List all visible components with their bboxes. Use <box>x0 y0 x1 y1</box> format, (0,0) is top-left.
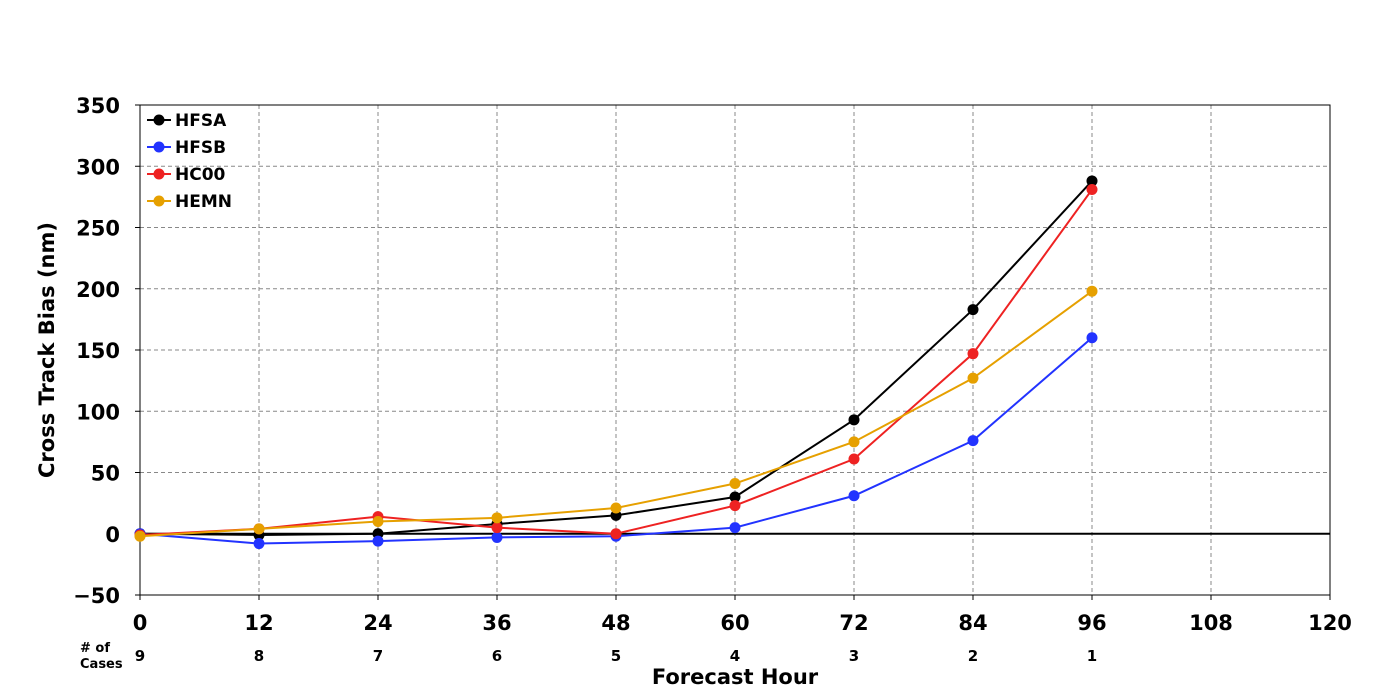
data-point-hemn <box>253 523 265 535</box>
y-tick-labels: −50 0 50 100 150 200 250 300 350 <box>73 94 140 608</box>
legend-marker-hemn <box>153 195 165 207</box>
data-point-hfsa <box>729 491 741 503</box>
data-point-hemn <box>729 478 741 490</box>
cases-count: 3 <box>849 647 859 665</box>
data-point-hc00 <box>1086 184 1098 196</box>
data-point-hfsb <box>967 435 979 447</box>
y-tick-label: −50 <box>73 584 120 608</box>
x-tick-labels: 0 12 24 36 48 60 72 84 96 108 120 <box>133 595 1352 635</box>
cases-count: 7 <box>373 647 383 665</box>
data-point-hfsb <box>729 522 741 534</box>
data-point-hemn <box>967 372 979 384</box>
legend-marker-hfsb <box>153 141 165 153</box>
y-tick-label: 100 <box>76 400 120 424</box>
data-point-hc00 <box>729 500 741 512</box>
x-axis-title: Forecast Hour <box>652 665 819 689</box>
x-tick-label: 60 <box>720 611 749 635</box>
data-point-hfsb <box>253 538 265 550</box>
legend-label-hfsa: HFSA <box>175 111 227 131</box>
x-tick-label: 96 <box>1077 611 1106 635</box>
data-point-hfsa <box>848 414 860 426</box>
series-layer <box>134 175 1098 550</box>
data-point-hc00 <box>491 522 503 534</box>
y-tick-label: 200 <box>76 278 120 302</box>
y-tick-label: 300 <box>76 155 120 179</box>
x-tick-label: 36 <box>482 611 511 635</box>
series-hemn <box>134 285 1098 542</box>
legend: HFSA HFSB HC00 HEMN <box>147 111 232 212</box>
cases-count: 9 <box>135 647 145 665</box>
x-tick-label: 24 <box>363 611 392 635</box>
x-tick-label: 120 <box>1308 611 1352 635</box>
data-point-hemn <box>610 502 622 514</box>
cases-row: # of Cases 9 8 7 6 5 4 3 2 1 <box>80 641 1097 672</box>
x-tick-label: 72 <box>839 611 868 635</box>
legend-marker-hc00 <box>153 168 165 180</box>
data-point-hemn <box>1086 285 1098 297</box>
x-tick-label: 12 <box>244 611 273 635</box>
y-tick-label: 250 <box>76 217 120 241</box>
data-point-hc00 <box>967 348 979 360</box>
cases-count: 5 <box>611 647 621 665</box>
data-point-hfsb <box>848 490 860 502</box>
y-axis-title: Cross Track Bias (nm) <box>35 222 59 478</box>
x-tick-label: 0 <box>133 611 148 635</box>
cases-count: 4 <box>730 647 740 665</box>
data-point-hemn <box>372 516 384 527</box>
y-tick-label: 350 <box>76 94 120 118</box>
cases-count: 2 <box>968 647 978 665</box>
data-point-hemn <box>848 436 860 448</box>
grid-layer <box>140 105 1330 595</box>
y-tick-label: 0 <box>105 523 120 547</box>
y-tick-label: 50 <box>91 462 120 486</box>
data-point-hfsb <box>1086 332 1098 344</box>
x-tick-label: 108 <box>1189 611 1233 635</box>
data-point-hfsb <box>372 535 384 547</box>
data-point-hc00 <box>848 453 860 465</box>
cases-count: 8 <box>254 647 264 665</box>
cases-count: 6 <box>492 647 502 665</box>
data-point-hemn <box>491 512 503 524</box>
data-point-hfsa <box>1086 175 1098 187</box>
cases-header-line2: Cases <box>80 657 123 672</box>
cases-count: 1 <box>1087 647 1097 665</box>
data-point-hfsb <box>491 531 503 543</box>
data-point-hc00 <box>610 528 622 540</box>
y-tick-label: 150 <box>76 339 120 363</box>
x-tick-label: 84 <box>958 611 987 635</box>
x-tick-label: 48 <box>601 611 630 635</box>
cases-header-line1: # of <box>80 641 110 656</box>
legend-label-hemn: HEMN <box>175 192 232 212</box>
data-point-hfsa <box>967 304 979 316</box>
data-point-hemn <box>134 530 146 542</box>
legend-label-hfsb: HFSB <box>175 138 226 158</box>
series-hc00 <box>134 184 1098 541</box>
legend-marker-hfsa <box>153 114 165 126</box>
legend-label-hc00: HC00 <box>175 165 226 185</box>
